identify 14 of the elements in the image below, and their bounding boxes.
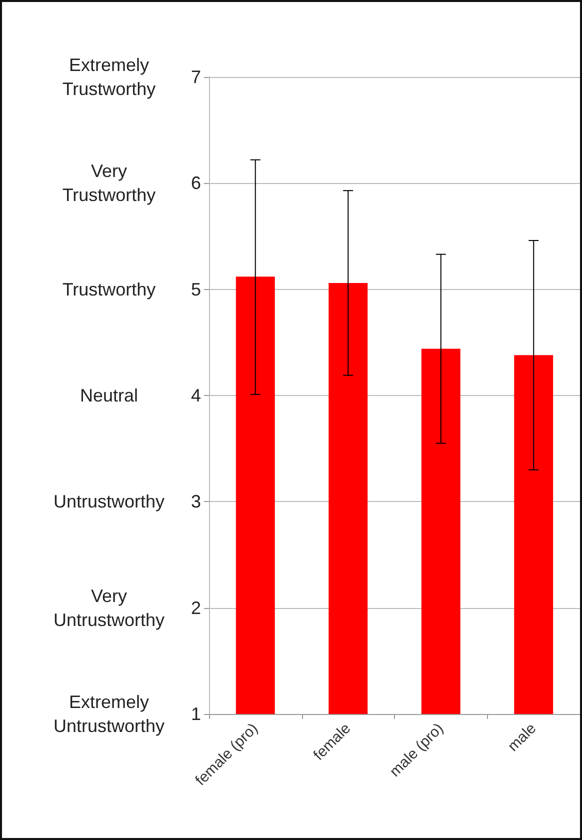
y-tick-label: 1 xyxy=(190,704,201,724)
y-tick-label: 7 xyxy=(190,67,201,87)
y-tick-label: 2 xyxy=(190,598,201,618)
text: Very Untrustworthy xyxy=(53,586,165,630)
text: Trustworthy xyxy=(62,279,156,300)
text: Untrustworthy xyxy=(53,492,165,512)
text: Neutral xyxy=(80,386,138,406)
text: Extremely Untrustworthy xyxy=(53,692,165,736)
text: Very Trustworthy xyxy=(62,161,156,206)
y-tick-label: 4 xyxy=(190,386,201,406)
y-tick-label: 5 xyxy=(190,279,201,300)
text: Extremely Trustworthy xyxy=(62,55,156,99)
y-tick-label: 6 xyxy=(190,173,201,194)
y-tick-label: 3 xyxy=(190,492,201,512)
